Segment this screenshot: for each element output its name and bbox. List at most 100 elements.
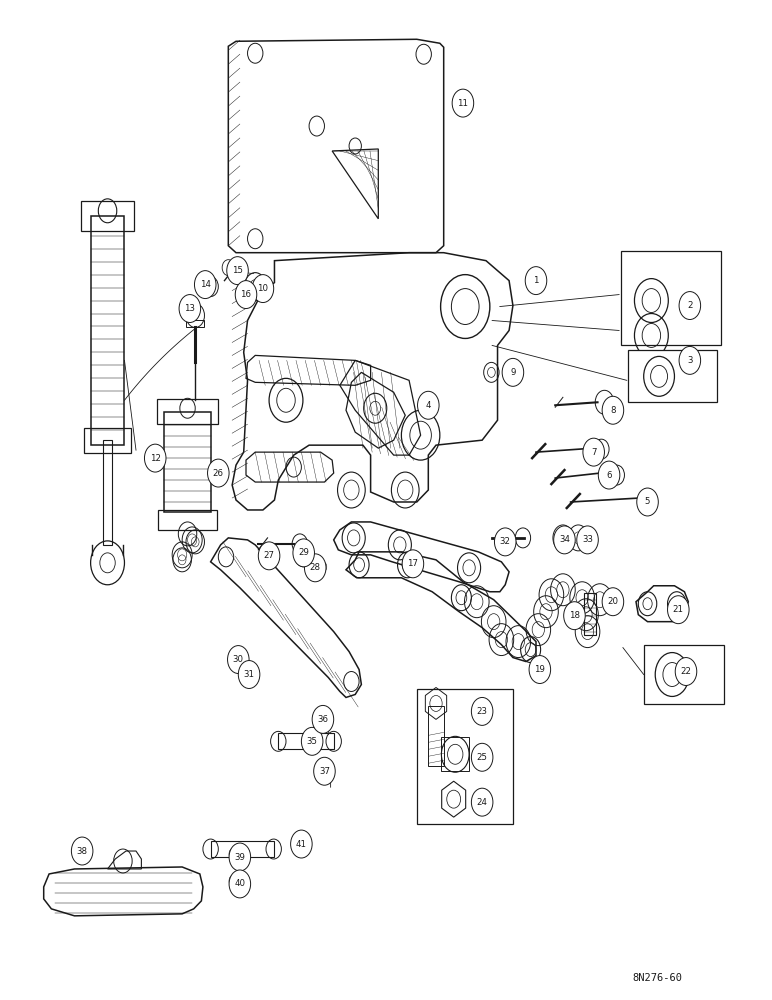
Circle shape [529, 656, 550, 683]
Text: 16: 16 [241, 290, 252, 299]
Text: 39: 39 [235, 853, 245, 862]
Circle shape [229, 843, 251, 871]
Circle shape [602, 396, 624, 424]
Text: 15: 15 [232, 266, 243, 275]
Text: 20: 20 [608, 597, 618, 606]
Circle shape [679, 292, 701, 320]
Text: 31: 31 [244, 670, 255, 679]
Circle shape [602, 588, 624, 616]
Circle shape [290, 830, 312, 858]
Text: 29: 29 [298, 548, 309, 557]
Text: 17: 17 [408, 559, 418, 568]
Circle shape [313, 757, 335, 785]
Circle shape [71, 837, 93, 865]
Circle shape [402, 550, 424, 578]
Bar [211, 841, 274, 857]
Circle shape [494, 528, 516, 556]
Circle shape [554, 526, 575, 554]
Bar [644, 645, 724, 704]
Circle shape [208, 459, 229, 487]
Text: 8: 8 [610, 406, 616, 415]
Text: 40: 40 [235, 879, 245, 888]
Circle shape [239, 661, 260, 688]
Text: 2: 2 [687, 301, 692, 310]
Text: 12: 12 [150, 454, 161, 463]
Text: 34: 34 [559, 535, 570, 544]
Text: 9: 9 [510, 368, 516, 377]
Circle shape [179, 295, 201, 322]
Text: 32: 32 [499, 537, 511, 546]
Bar [186, 320, 205, 327]
Text: 7: 7 [591, 448, 597, 457]
Text: 14: 14 [200, 280, 211, 289]
Circle shape [228, 646, 249, 674]
Text: 19: 19 [534, 665, 545, 674]
Text: 22: 22 [680, 667, 692, 676]
Circle shape [502, 358, 523, 386]
Text: 36: 36 [317, 715, 328, 724]
Text: 35: 35 [306, 737, 317, 746]
Text: 41: 41 [296, 840, 307, 849]
Text: 10: 10 [257, 284, 269, 293]
Bar [628, 350, 716, 402]
Text: 18: 18 [569, 611, 580, 620]
Text: 4: 4 [425, 401, 431, 410]
Text: 1: 1 [533, 276, 539, 285]
Bar [428, 706, 444, 766]
Bar [442, 737, 469, 771]
Circle shape [293, 539, 314, 567]
Text: 24: 24 [476, 798, 488, 807]
Bar [621, 251, 720, 345]
Circle shape [452, 89, 474, 117]
Circle shape [598, 461, 620, 489]
Bar [584, 593, 596, 635]
Text: 21: 21 [673, 605, 684, 614]
Circle shape [525, 267, 547, 295]
Circle shape [577, 526, 598, 554]
Circle shape [679, 346, 701, 374]
Text: 5: 5 [645, 497, 650, 506]
Circle shape [229, 870, 251, 898]
Bar [158, 510, 217, 530]
Circle shape [195, 271, 216, 299]
Circle shape [418, 391, 439, 419]
Text: 8N276-60: 8N276-60 [632, 973, 682, 983]
Circle shape [252, 275, 274, 303]
Text: 11: 11 [458, 99, 469, 108]
Text: 28: 28 [310, 563, 320, 572]
Circle shape [472, 788, 493, 816]
Text: 25: 25 [476, 753, 488, 762]
Text: 6: 6 [606, 471, 612, 480]
Bar [90, 216, 124, 445]
Circle shape [668, 596, 689, 624]
Text: 23: 23 [476, 707, 488, 716]
Circle shape [227, 257, 249, 285]
Text: 30: 30 [233, 655, 244, 664]
Bar [81, 201, 134, 231]
Bar [279, 733, 334, 749]
Circle shape [259, 542, 279, 570]
Circle shape [235, 281, 257, 309]
Circle shape [637, 488, 659, 516]
Circle shape [304, 554, 326, 582]
Bar [164, 412, 211, 512]
Circle shape [676, 658, 697, 685]
Text: 3: 3 [687, 356, 692, 365]
Circle shape [144, 444, 166, 472]
Circle shape [583, 438, 604, 466]
Text: 26: 26 [213, 469, 224, 478]
Text: 38: 38 [76, 847, 88, 856]
Text: 37: 37 [319, 767, 330, 776]
Circle shape [312, 705, 334, 733]
Circle shape [564, 602, 585, 630]
Bar [103, 440, 112, 545]
Text: 33: 33 [582, 535, 593, 544]
Bar [157, 399, 218, 424]
Circle shape [472, 697, 493, 725]
Circle shape [472, 743, 493, 771]
Text: 13: 13 [185, 304, 195, 313]
Text: 27: 27 [263, 551, 275, 560]
Bar [84, 428, 130, 453]
Circle shape [301, 727, 323, 755]
Bar [417, 689, 513, 824]
